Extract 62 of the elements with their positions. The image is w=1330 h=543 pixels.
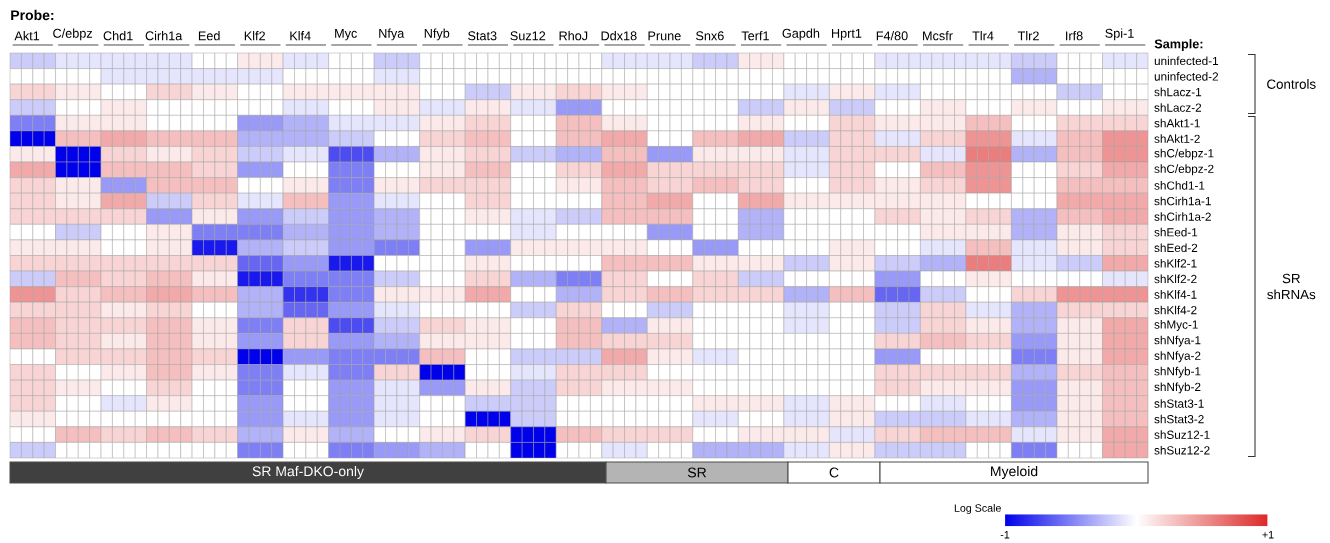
text: Controls <box>1267 79 1316 89</box>
x-tick-label: Hprt1 <box>832 29 862 41</box>
y-tick-label: shLacz-2 <box>1154 103 1202 112</box>
x-tick-label: Tlr4 <box>972 31 994 41</box>
x-tick-label: C/ebpz <box>53 28 93 41</box>
x-tick-label: Gapdh <box>782 28 820 41</box>
y-tick-label: shSuz12-2 <box>1154 445 1210 455</box>
x-tick-label: Prune <box>648 31 681 41</box>
x-tick-label: Snx6 <box>696 31 724 41</box>
text: C <box>829 467 839 478</box>
x-tick-label: Ddx18 <box>601 31 637 41</box>
y-tick-label: uninfected-2 <box>1154 72 1219 81</box>
x-tick-label: Chd1 <box>103 31 133 41</box>
x-tick-label: Irf8 <box>1066 31 1083 41</box>
x-tick-label: Nfyb <box>424 28 450 41</box>
text: SR Maf-DKO-only <box>252 466 364 480</box>
y-axis-title: Sample: <box>1154 39 1203 51</box>
x-axis-title: Probe: <box>11 9 54 21</box>
x-tick-label: Stat3 <box>468 31 497 41</box>
y-tick-label: shNfya-2 <box>1154 351 1201 363</box>
x-tick-label: Suz12 <box>510 31 546 41</box>
y-tick-label: shLacz-1 <box>1154 87 1202 97</box>
y-tick-label: shNfyb-1 <box>1154 366 1201 378</box>
x-tick-label: Klf4 <box>290 31 311 41</box>
text: Myeloid <box>991 466 1038 480</box>
y-tick-label: shNfyb-2 <box>1154 382 1201 394</box>
y-tick-label: shEed-1 <box>1154 227 1198 237</box>
y-tick-label: shEed-2 <box>1154 243 1198 253</box>
color-bar-title: Log Scale <box>954 504 1001 515</box>
x-tick-label: Eed <box>198 31 220 41</box>
x-tick-label: Myc <box>335 29 357 41</box>
y-tick-label: shMyc-1 <box>1154 320 1198 332</box>
x-tick-label: Mcsfr <box>923 31 953 41</box>
y-tick-label: shAkt1-2 <box>1154 134 1200 144</box>
text: SR <box>687 467 707 478</box>
y-tick-label: shSuz12-1 <box>1154 430 1210 439</box>
y-tick-label: shC/ebpz-2 <box>1154 164 1214 176</box>
y-tick-label: shKlf2-2 <box>1154 274 1197 284</box>
y-tick-label: shC/ebpz-1 <box>1154 148 1214 160</box>
y-tick-label: shStat3-2 <box>1154 414 1204 424</box>
y-tick-label: shStat3-1 <box>1154 399 1204 408</box>
color-bar-label: -1 <box>1000 531 1010 539</box>
y-tick-label: shChd1-1 <box>1154 181 1205 190</box>
text: SR shRNAs <box>1267 273 1316 300</box>
x-tick-label: Nfya <box>379 28 405 41</box>
y-tick-label: shCirh1a-2 <box>1154 212 1211 221</box>
y-tick-label: shAkt1-1 <box>1154 118 1200 128</box>
y-tick-label: shKlf4-1 <box>1154 290 1197 299</box>
y-tick-label: shKlf2-1 <box>1154 259 1197 268</box>
x-tick-label: F4/80 <box>876 31 908 41</box>
color-bar-label: +1 <box>1262 531 1274 539</box>
x-tick-label: Spi-1 <box>1105 28 1134 41</box>
x-tick-label: Cirh1a <box>145 31 183 41</box>
x-tick-label: RhoJ <box>559 31 588 41</box>
y-tick-label: uninfected-1 <box>1154 56 1219 66</box>
x-tick-label: Klf2 <box>244 31 265 41</box>
x-tick-label: Terf1 <box>741 31 769 41</box>
y-tick-label: shNfya-1 <box>1154 335 1201 347</box>
x-tick-label: Akt1 <box>14 31 40 41</box>
y-tick-label: shKlf4-2 <box>1154 305 1197 315</box>
y-tick-label: shCirh1a-1 <box>1154 196 1211 206</box>
x-tick-label: Tlr2 <box>1017 31 1039 41</box>
